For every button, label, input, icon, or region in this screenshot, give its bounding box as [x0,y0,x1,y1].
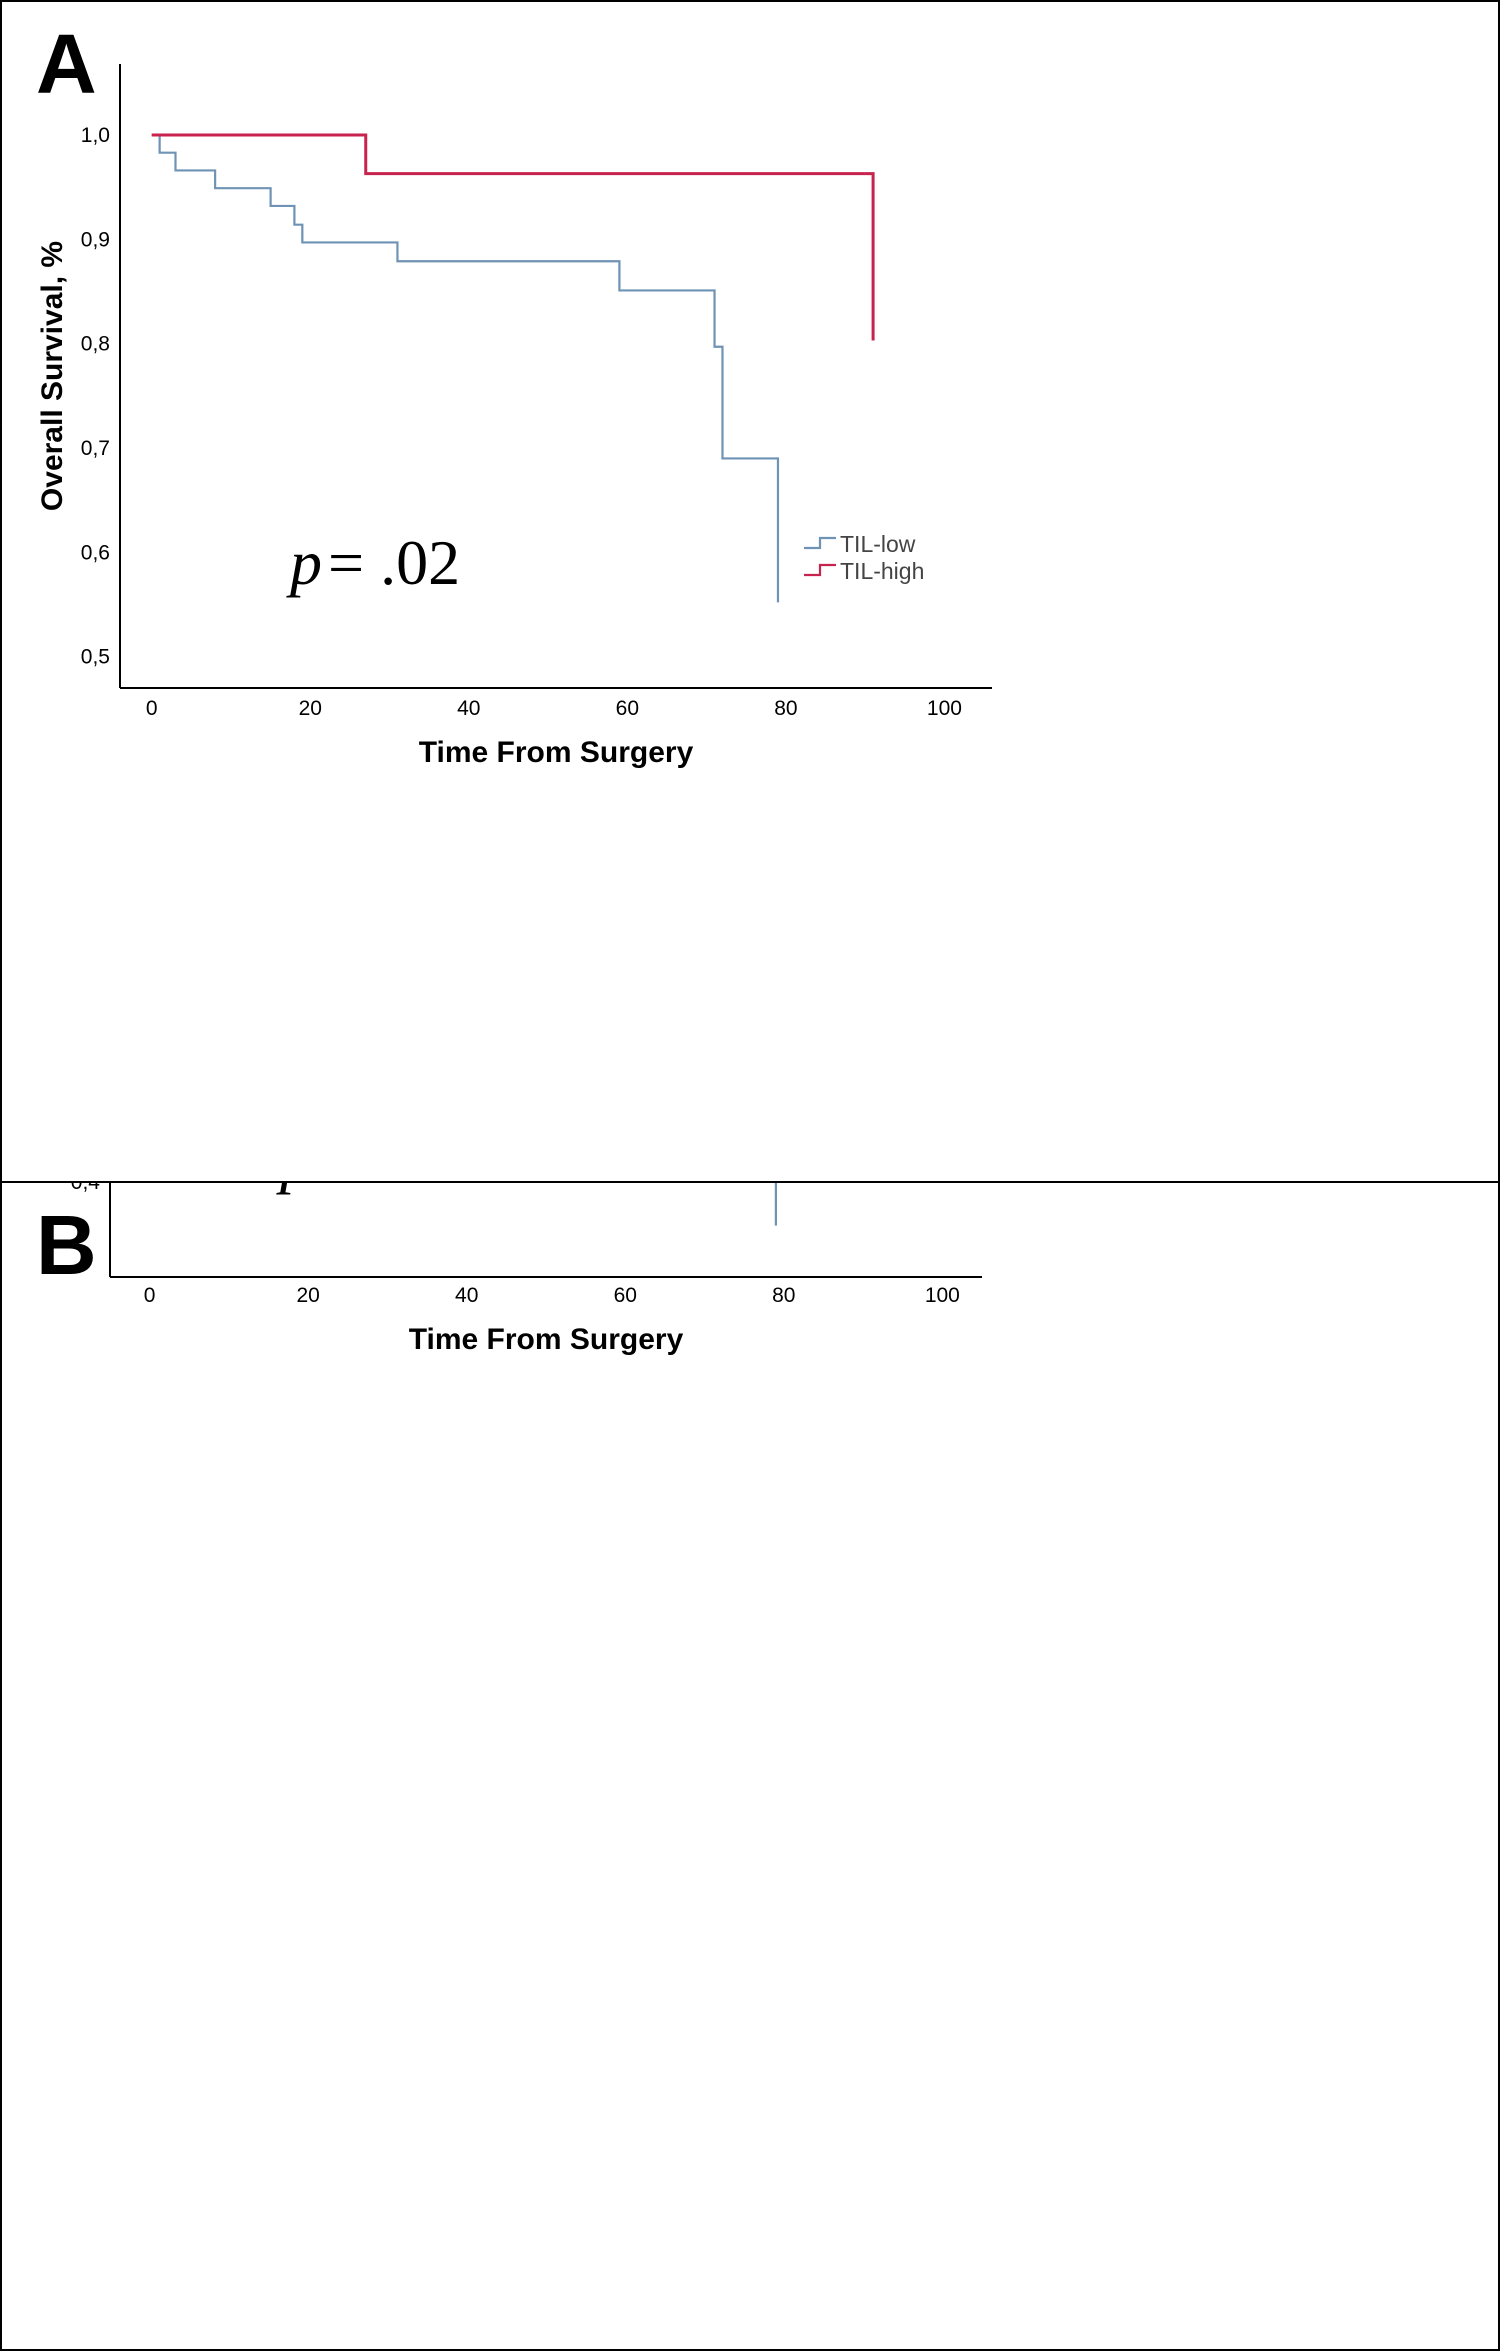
x-axis-title: Time From Surgery [419,736,694,769]
panel-a: A 0 20 40 60 80 100 0,5 0,6 0,7 0,8 0,9 1,0 Time Fro… [0,0,1500,1183]
legend-label: TIL-high [840,558,924,584]
survival-curve-til-high [152,135,873,341]
p-value-annotation: p = .01 [276,1183,450,1195]
x-tick-label: 20 [297,1284,320,1307]
x-tick-label: 40 [457,697,480,720]
x-tick-label: 60 [616,697,639,720]
y-tick-label: 0,5 [81,646,110,669]
x-tick-label: 60 [614,1284,637,1307]
legend-swatch [804,538,836,548]
x-tick-label: 40 [455,1284,478,1307]
survival-curve-til-low [152,135,778,602]
p-symbol: p [276,1183,312,1195]
y-tick-label: 0,4 [71,1183,101,1194]
x-tick-label: 80 [774,697,797,720]
p-symbol: p [286,527,322,598]
x-tick-label: 100 [925,1284,960,1307]
y-tick-label: 0,6 [81,541,110,564]
legend-swatch [804,565,836,575]
x-tick-label: 100 [927,697,962,720]
y-axis-title: Overall Survival, % [36,241,69,511]
p-value-text: = .02 [328,527,460,598]
p-value-text: = .01 [318,1183,450,1195]
y-tick-label: 0,9 [81,228,110,251]
x-tick-label: 20 [299,697,322,720]
y-tick-label: 0,8 [81,333,110,356]
x-tick-label: 0 [146,697,158,720]
y-tick-label: 0,7 [81,437,110,460]
legend-label: dMMR [782,1183,850,1187]
p-value-annotation: p= .02 [286,527,460,598]
x-tick-label: 80 [772,1284,795,1307]
x-tick-label: 0 [144,1284,156,1307]
km-plot-a: 0 20 40 60 80 100 0,5 0,6 0,7 0,8 0,9 1,0 Time From … [2,2,1498,1181]
survival-curve-pmmr [150,1183,776,1226]
legend-label: TIL-low [840,531,916,557]
y-tick-label: 1,0 [81,124,110,147]
x-axis-title: Time From Surgery [409,1323,684,1356]
